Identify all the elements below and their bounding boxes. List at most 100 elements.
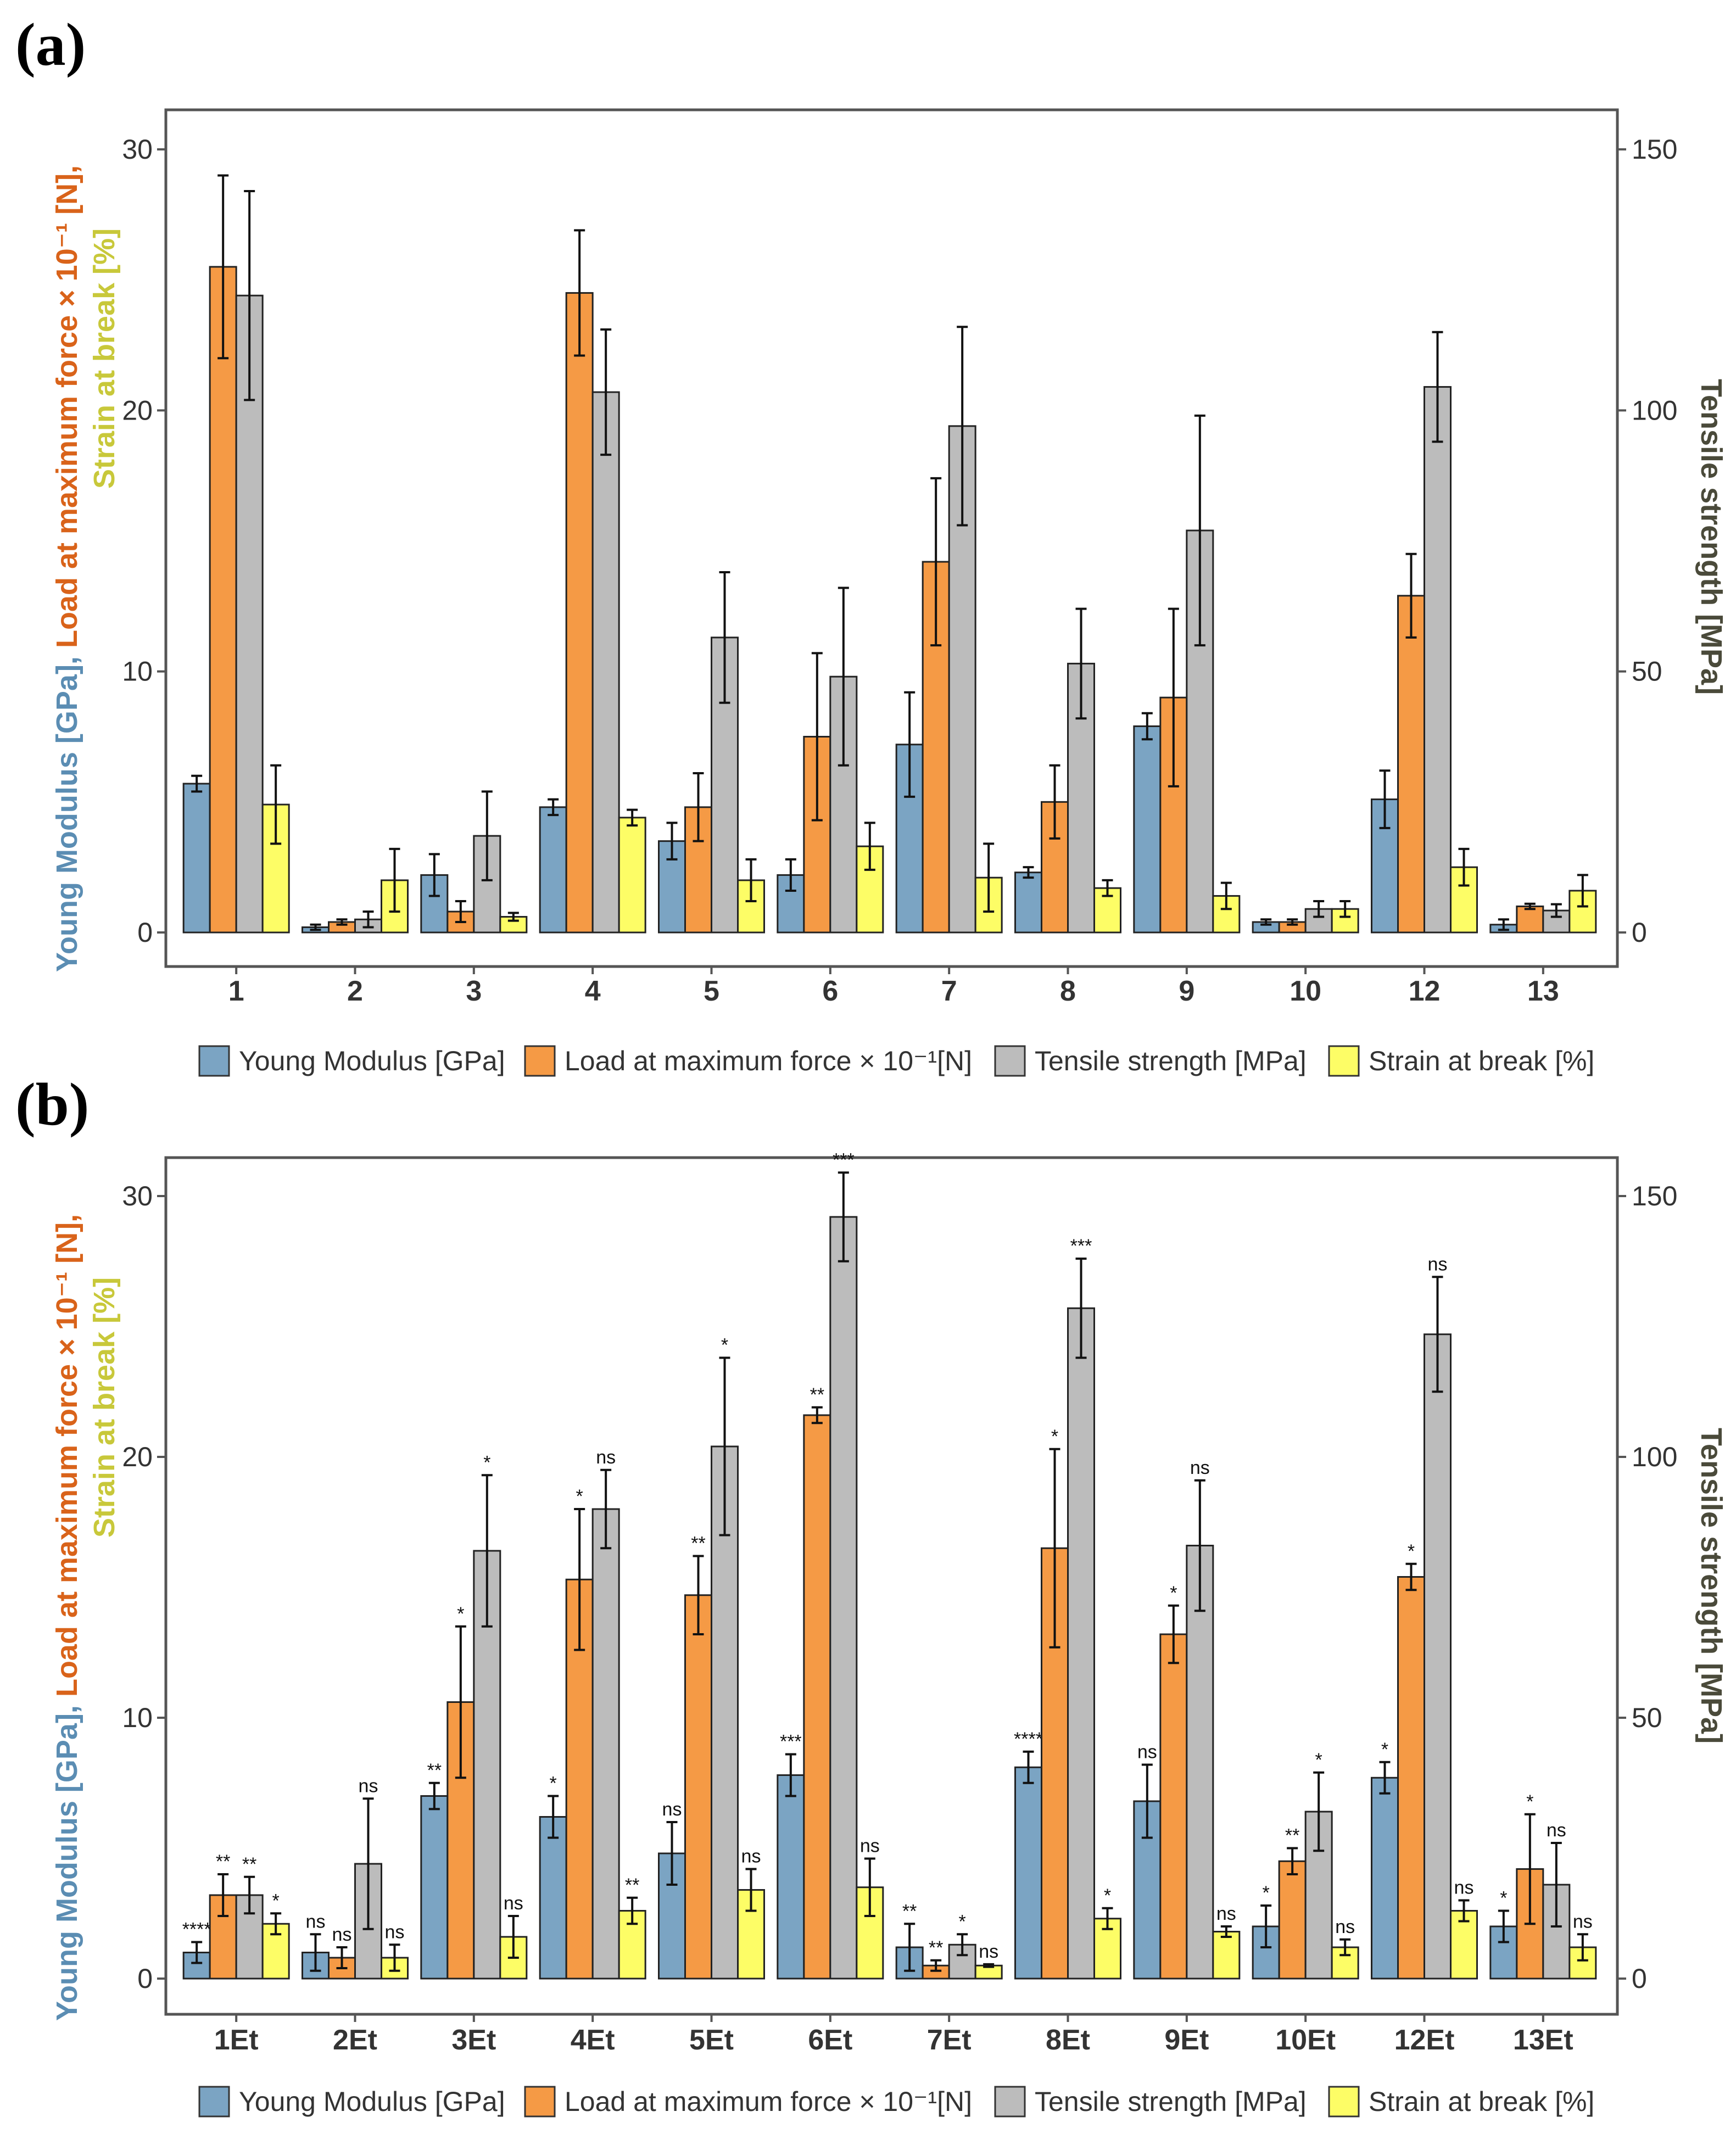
significance-label: * bbox=[1526, 1791, 1533, 1812]
bar bbox=[565, 292, 594, 934]
significance-label: ** bbox=[691, 1533, 705, 1554]
significance-label: * bbox=[550, 1773, 557, 1794]
bar bbox=[684, 1594, 712, 1980]
significance-label: ns bbox=[860, 1836, 880, 1857]
x-tick-label: 8 bbox=[1060, 975, 1076, 1007]
y-tick-label: 30 bbox=[122, 1181, 153, 1211]
bar bbox=[948, 425, 976, 934]
x-tick-label: 2 bbox=[347, 975, 363, 1007]
x-tick-label: 3Et bbox=[451, 2024, 496, 2056]
bar bbox=[1067, 1307, 1095, 1980]
significance-label: ns bbox=[1428, 1254, 1448, 1275]
x-tick-label: 7Et bbox=[927, 2024, 972, 2056]
significance-label: ns bbox=[1190, 1457, 1210, 1478]
significance-label: *** bbox=[1070, 1236, 1092, 1256]
x-tick-label: 2Et bbox=[333, 2024, 377, 2056]
significance-label: ns bbox=[1216, 1903, 1236, 1924]
y-right-tick-label: 150 bbox=[1632, 1181, 1677, 1211]
ylab-strain-b: Strain at break [%] bbox=[88, 1277, 121, 1538]
bar bbox=[539, 806, 567, 934]
x-tick-label: 5Et bbox=[689, 2024, 734, 2056]
left-axis-title-a: Young Modulus [GPa], Load at maximum for… bbox=[51, 165, 121, 972]
significance-label: ns bbox=[1573, 1911, 1593, 1932]
bar bbox=[803, 1414, 831, 1980]
significance-label: * bbox=[1263, 1882, 1270, 1903]
bar bbox=[1397, 1576, 1425, 1980]
significance-label: ns bbox=[1547, 1820, 1566, 1841]
y-tick-label: 20 bbox=[122, 395, 153, 426]
bar bbox=[829, 675, 858, 934]
y-tick-label: 0 bbox=[137, 1963, 153, 1994]
x-tick-label: 4 bbox=[585, 975, 601, 1007]
significance-label: *** bbox=[780, 1731, 802, 1752]
significance-label: ** bbox=[242, 1854, 256, 1875]
significance-label: ** bbox=[427, 1760, 442, 1781]
bar bbox=[420, 1795, 449, 1980]
bar bbox=[829, 1216, 858, 1980]
significance-label: ns bbox=[504, 1893, 523, 1914]
significance-label: * bbox=[1051, 1426, 1058, 1447]
plot-frame bbox=[164, 1156, 1619, 2016]
y-right-tick-label: 50 bbox=[1632, 1702, 1662, 1733]
bar bbox=[1014, 1766, 1042, 1980]
significance-label: ns bbox=[332, 1924, 352, 1945]
ylab-young: Young Modulus [GPa], bbox=[51, 648, 83, 972]
significance-label: * bbox=[483, 1452, 490, 1473]
y-right-tick-label: 100 bbox=[1632, 1442, 1677, 1472]
ylab-strain: Strain at break [%] bbox=[88, 228, 121, 489]
x-tick-label: 9Et bbox=[1164, 2024, 1209, 2056]
significance-label: ** bbox=[810, 1384, 824, 1405]
bar bbox=[1212, 1931, 1241, 1980]
significance-label: ns bbox=[979, 1941, 998, 1962]
y-tick-label: 30 bbox=[122, 134, 153, 165]
legend-swatch bbox=[1328, 2086, 1360, 2118]
svg-text:Young Modulus [GPa], Load at m: Young Modulus [GPa], Load at maximum for… bbox=[51, 1214, 83, 2021]
left-axis-title-b: Young Modulus [GPa], Load at maximum for… bbox=[51, 1214, 121, 2021]
x-tick-label: 9 bbox=[1179, 975, 1194, 1007]
right-axis-title-b: Tensile strength [MPa] bbox=[1695, 1428, 1728, 1744]
legend-label: Young Modulus [GPa] bbox=[239, 2086, 505, 2117]
bar bbox=[1014, 872, 1042, 934]
legend-swatch bbox=[524, 2086, 556, 2118]
bar bbox=[1450, 866, 1478, 934]
x-tick-label: 5 bbox=[704, 975, 719, 1007]
y-right-tick-label: 0 bbox=[1632, 1963, 1647, 1994]
significance-label: * bbox=[576, 1486, 583, 1507]
bar bbox=[1371, 1777, 1399, 1980]
legend-a: Young Modulus [GPa] Load at maximum force… bbox=[198, 1045, 1594, 1077]
bar bbox=[182, 783, 211, 934]
legend-b: Young Modulus [GPa] Load at maximum force… bbox=[198, 2086, 1594, 2118]
y-tick-label: 10 bbox=[122, 656, 153, 687]
x-tick-label: 4Et bbox=[571, 2024, 615, 2056]
significance-label: ** bbox=[625, 1875, 639, 1896]
y-right-tick-label: 0 bbox=[1632, 917, 1647, 948]
x-tick-label: 10Et bbox=[1275, 2024, 1336, 2056]
x-tick-label: 1 bbox=[228, 975, 244, 1007]
significance-label: ns bbox=[359, 1775, 378, 1796]
x-tick-label: 6Et bbox=[808, 2024, 852, 2056]
significance-label: ** bbox=[216, 1851, 230, 1872]
ylab-young-b: Young Modulus [GPa], bbox=[51, 1697, 83, 2021]
significance-label: **** bbox=[182, 1919, 211, 1940]
bar bbox=[591, 391, 620, 934]
significance-label: **** bbox=[1014, 1729, 1043, 1750]
legend-label: Load at maximum force × 10⁻¹[N] bbox=[565, 1046, 972, 1076]
significance-label: * bbox=[1408, 1541, 1415, 1562]
y-right-tick-label: 50 bbox=[1632, 656, 1662, 687]
x-tick-label: 3 bbox=[466, 975, 482, 1007]
legend-swatch bbox=[1328, 1045, 1360, 1077]
significance-label: * bbox=[1170, 1583, 1177, 1604]
bar bbox=[1278, 1860, 1307, 1980]
legend-swatch bbox=[198, 2086, 230, 2118]
bar bbox=[1133, 725, 1162, 934]
bar bbox=[1516, 905, 1544, 934]
bar bbox=[591, 1508, 620, 1980]
legend-label: Tensile strength [MPa] bbox=[1035, 1046, 1307, 1076]
significance-label: ns bbox=[306, 1911, 326, 1932]
legend-label: Tensile strength [MPa] bbox=[1035, 2086, 1307, 2117]
panel-a-label: (a) bbox=[15, 11, 86, 78]
x-tick-label: 13Et bbox=[1513, 2024, 1573, 2056]
y-tick-label: 10 bbox=[122, 1702, 153, 1733]
